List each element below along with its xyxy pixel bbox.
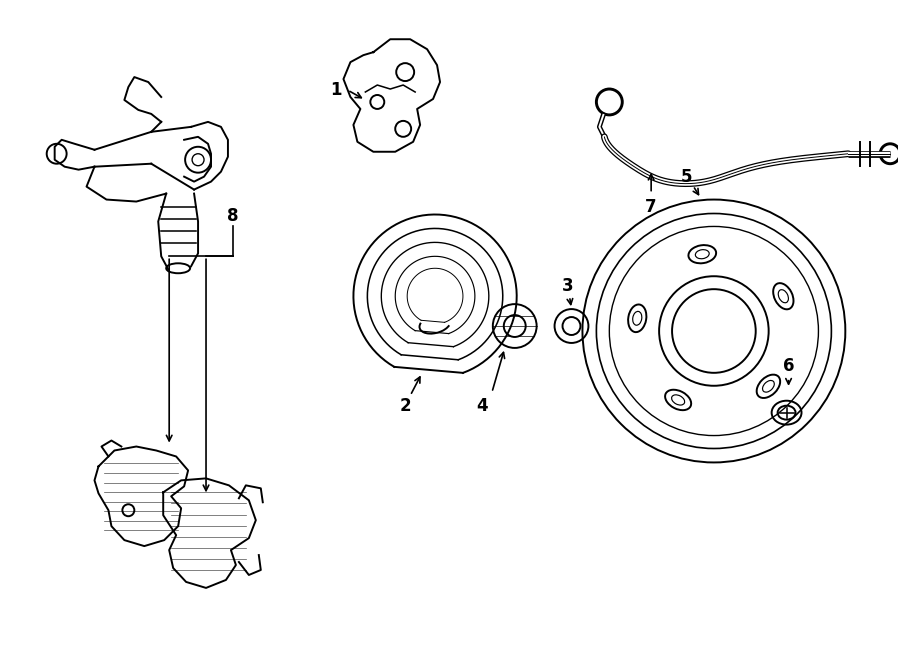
Text: 2: 2 <box>400 397 411 414</box>
Text: 3: 3 <box>562 277 573 295</box>
Text: 4: 4 <box>476 397 488 414</box>
Text: 7: 7 <box>645 198 657 215</box>
Text: 1: 1 <box>329 81 341 99</box>
Text: 5: 5 <box>681 168 693 186</box>
Text: 6: 6 <box>783 357 795 375</box>
Text: 8: 8 <box>227 208 239 225</box>
